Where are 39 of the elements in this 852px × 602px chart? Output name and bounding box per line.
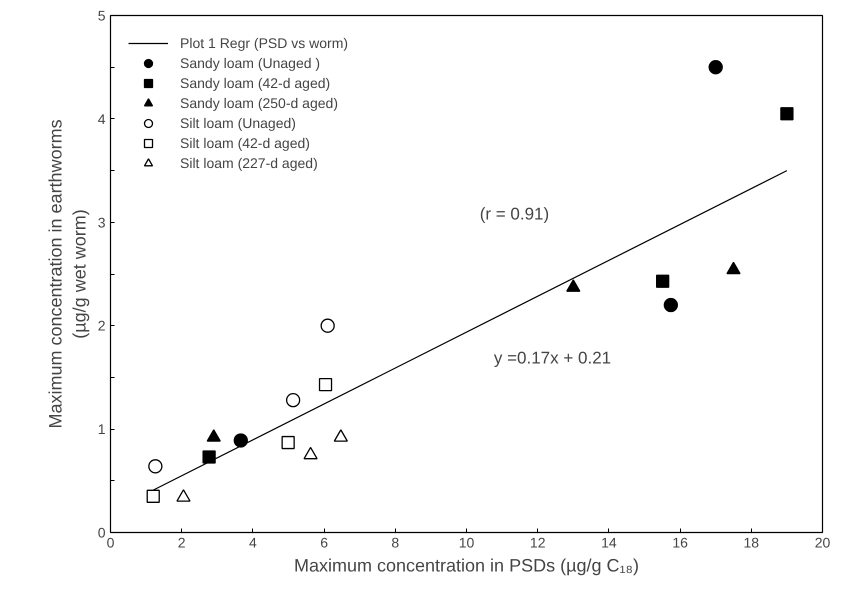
x-tick-label: 14 xyxy=(601,534,617,550)
legend-label: Sandy loam (Unaged ) xyxy=(180,55,320,71)
y-tick-label: 2 xyxy=(98,318,106,334)
x-tick-label: 20 xyxy=(814,534,830,550)
point xyxy=(286,393,300,408)
legend-label: Silt loam (Unaged) xyxy=(180,115,296,131)
y-tick-label: 4 xyxy=(98,110,106,127)
x-tick-label: 4 xyxy=(249,534,258,550)
legend-label: Plot 1 Regr (PSD vs worm) xyxy=(180,35,348,51)
x-tick-label: 18 xyxy=(744,534,760,550)
y-tick-label: 3 xyxy=(98,214,106,230)
y-axis-title: Maximum concentration in earthworms (µg/g wet worm) xyxy=(46,119,90,429)
y-tick-label: 0 xyxy=(98,524,106,540)
x-axis-title: Maximum concentration in PSDs (µg/g C₁₈) xyxy=(294,556,640,576)
y-tick-label: 5 xyxy=(98,8,106,24)
x-tick-label: 2 xyxy=(178,534,186,550)
point xyxy=(708,60,723,74)
point xyxy=(656,274,670,288)
x-tick-label: 6 xyxy=(320,534,328,550)
point xyxy=(148,459,163,474)
annotation: (r = 0.91) xyxy=(480,204,550,224)
legend-label: Sandy loam (250-d aged) xyxy=(180,95,338,111)
annotation: y =0.17x + 0.21 xyxy=(494,348,612,368)
point xyxy=(202,450,216,464)
legend-label: Silt loam (227-d aged) xyxy=(180,155,318,171)
point xyxy=(320,318,335,333)
x-tick-label: 10 xyxy=(458,534,474,550)
point xyxy=(780,107,794,120)
x-tick-label: 8 xyxy=(391,534,400,550)
point xyxy=(318,378,332,392)
point xyxy=(281,436,295,450)
x-tick-label: 16 xyxy=(672,534,688,550)
legend-label: Silt loam (42-d aged) xyxy=(180,135,310,151)
point xyxy=(146,490,160,503)
legend-label: Sandy loam (42-d aged) xyxy=(180,75,330,91)
y-tick-label: 1 xyxy=(98,421,106,438)
x-tick-label: 12 xyxy=(530,534,546,550)
point xyxy=(234,433,248,448)
point xyxy=(664,298,678,312)
